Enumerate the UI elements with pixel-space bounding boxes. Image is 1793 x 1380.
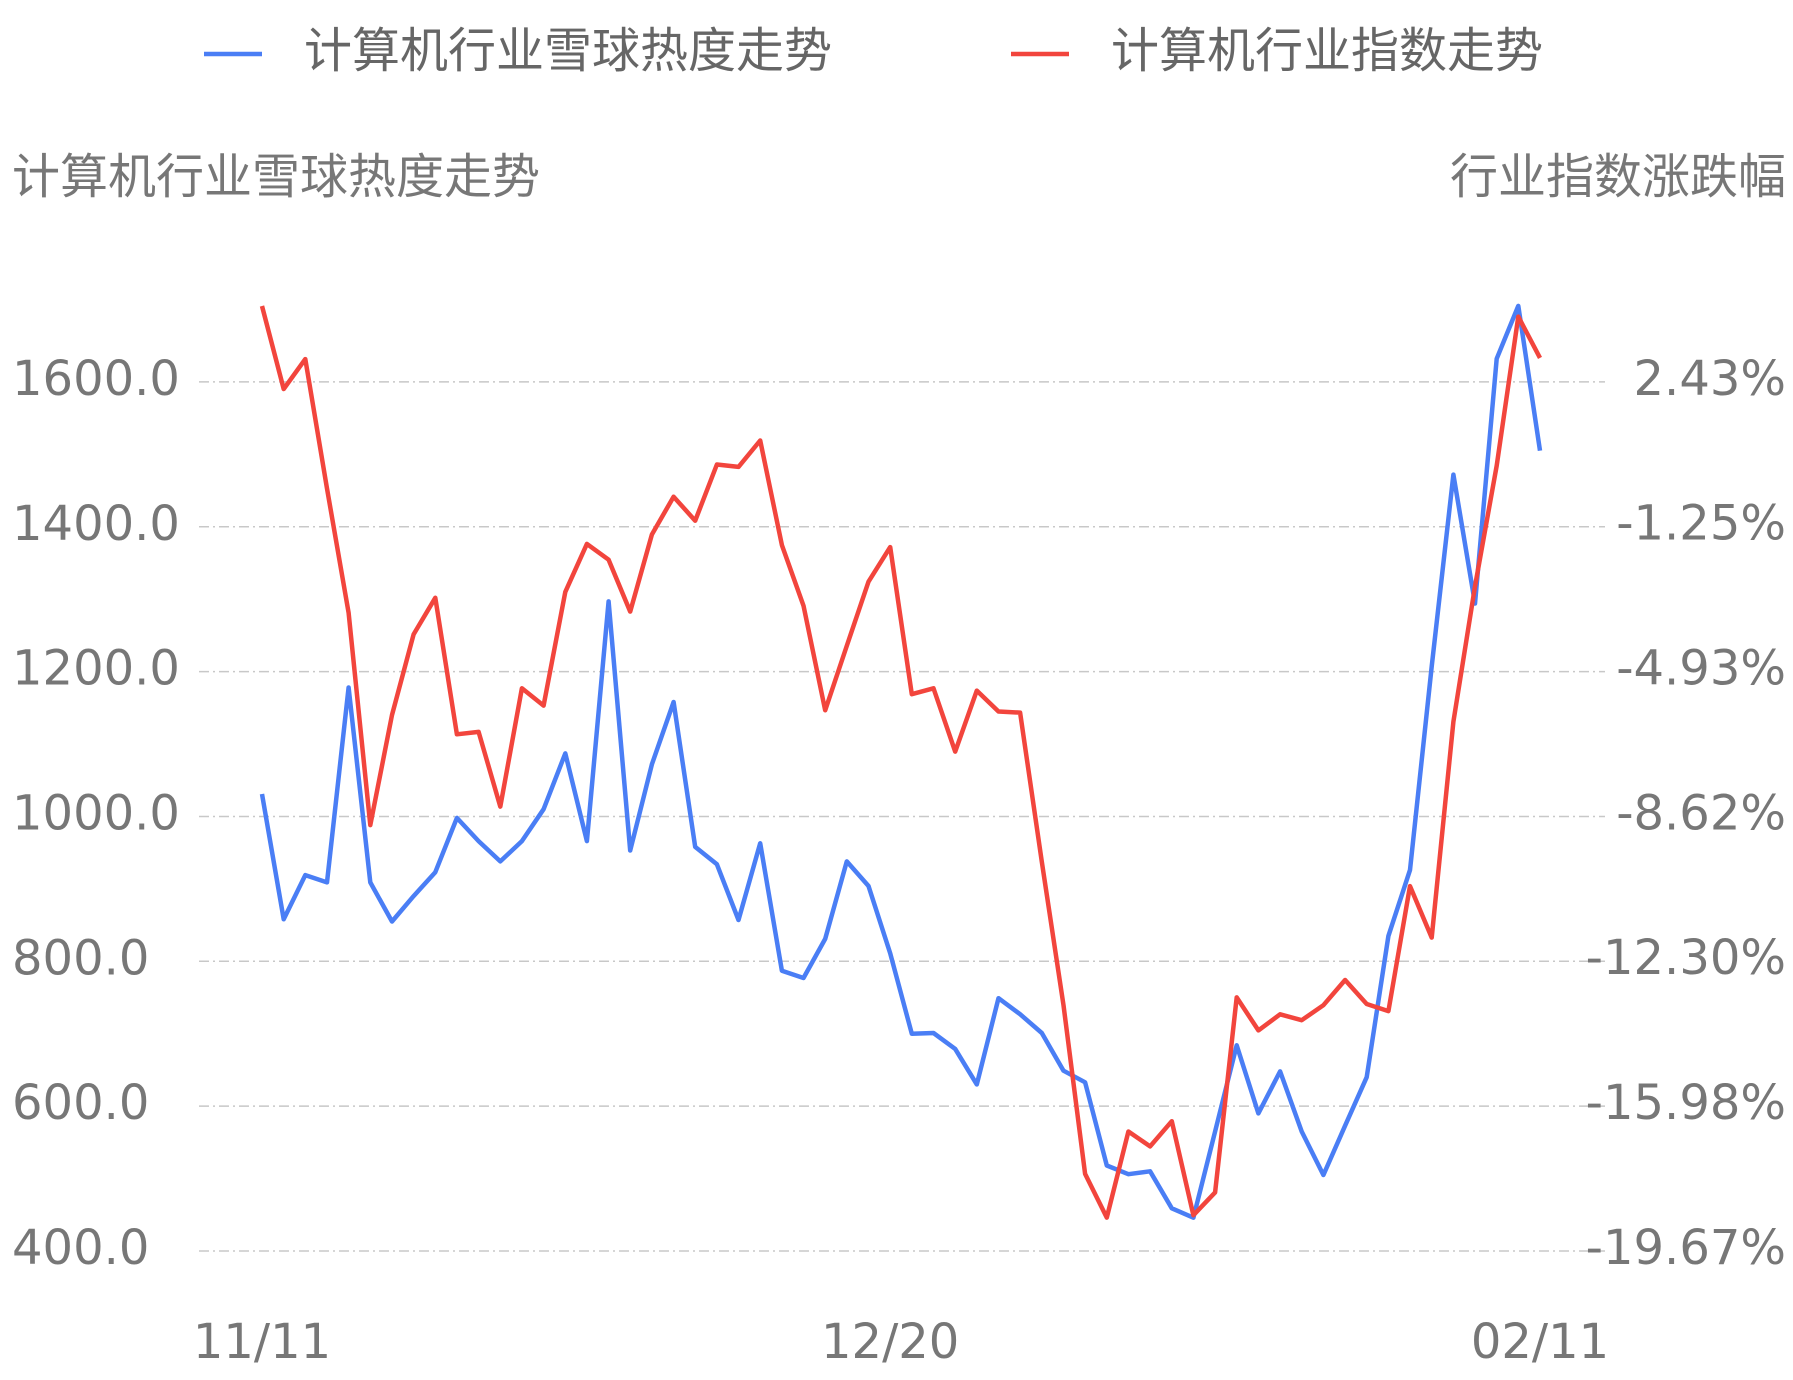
y-tick-label: 1400.0 [12,496,180,552]
series-line [259,305,1542,1220]
y-tick-label: 1600.0 [12,351,180,407]
y2-tick-label: -15.98% [1586,1075,1786,1131]
x-tick-label: 02/11 [1471,1314,1609,1370]
y2-tick-label: -4.93% [1616,640,1786,696]
y-tick-label: 800.0 [12,930,149,986]
series-line [259,303,1543,1220]
y2-tick-label: -1.25% [1616,496,1786,552]
y2-axis-title: 行业指数涨跌幅 [1450,149,1786,205]
y-tick-label: 1200.0 [12,641,180,697]
y-axis-title: 计算机行业雪球热度走势 [12,149,540,205]
y-tick-label: 1000.0 [12,785,180,841]
legend-label: 计算机行业雪球热度走势 [304,23,832,79]
y-tick-label: 600.0 [12,1075,149,1131]
y2-tick-label: -19.67% [1586,1220,1786,1276]
x-tick-label: 12/20 [821,1314,959,1370]
y-tick-label: 400.0 [12,1220,149,1276]
y2-tick-label: 2.43% [1634,351,1786,407]
y2-tick-label: -12.30% [1586,930,1786,986]
legend-label: 计算机行业指数走势 [1111,23,1543,79]
y2-tick-label: -8.62% [1616,785,1786,841]
x-tick-label: 11/11 [193,1314,331,1370]
